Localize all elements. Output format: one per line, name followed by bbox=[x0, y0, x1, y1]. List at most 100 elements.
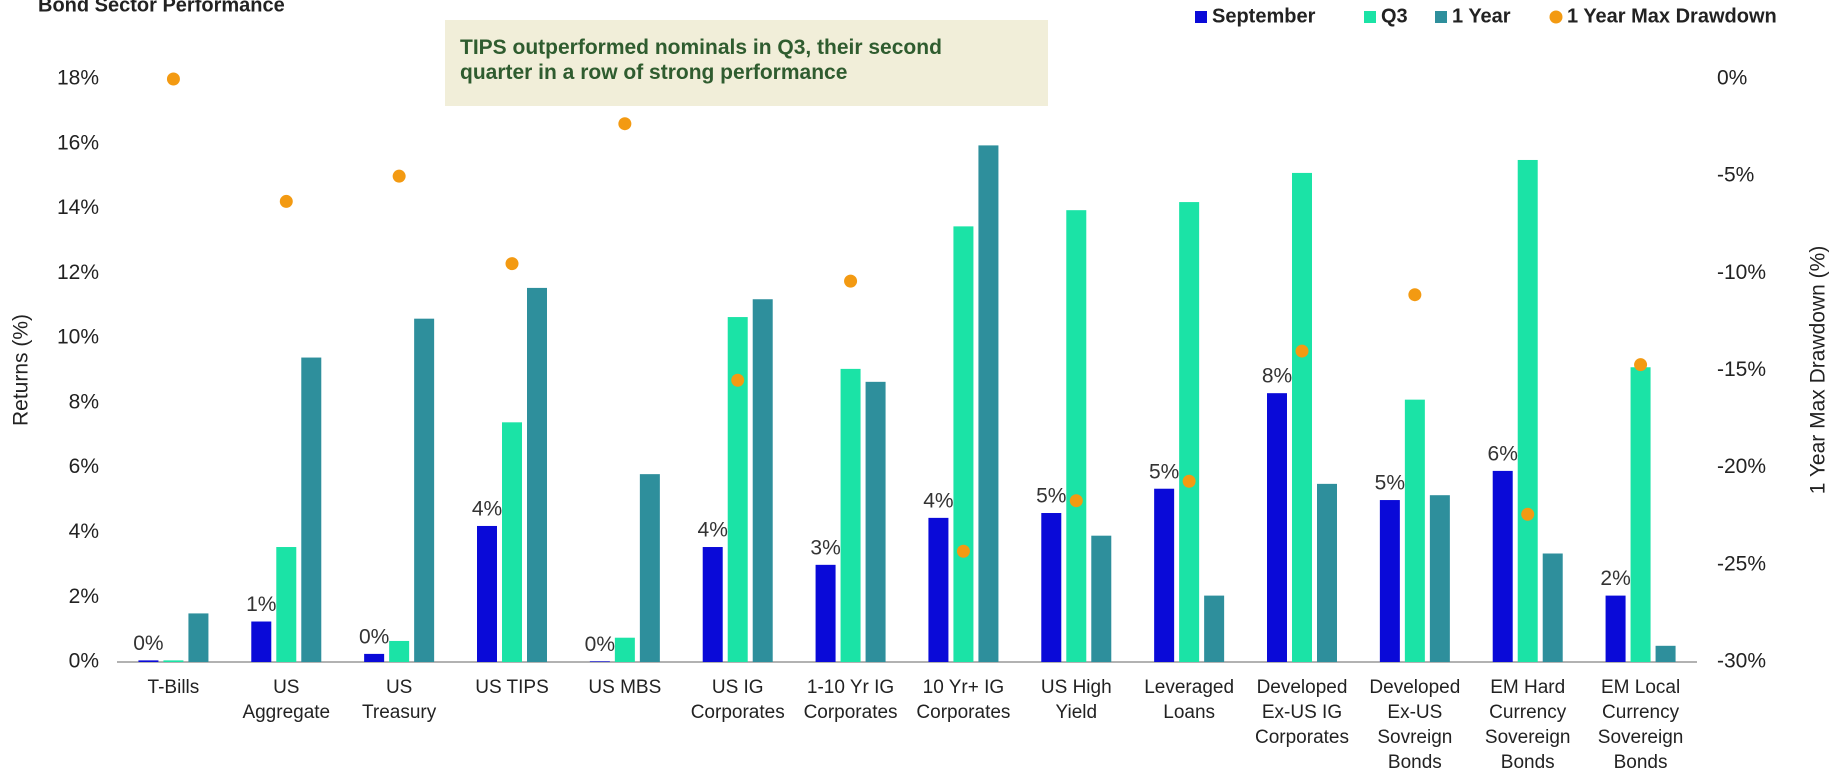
bar bbox=[1429, 495, 1450, 662]
drawdown-point bbox=[1521, 507, 1535, 521]
data-label: 4% bbox=[698, 519, 728, 542]
data-label: 0% bbox=[359, 625, 389, 648]
drawdown-point bbox=[1408, 288, 1422, 302]
bar bbox=[928, 517, 949, 662]
x-tick-label: T-Bills bbox=[148, 677, 200, 698]
bar bbox=[1179, 202, 1200, 663]
bar bbox=[752, 299, 773, 662]
x-tick-label: US MBS bbox=[588, 677, 661, 698]
legend-marker bbox=[1549, 10, 1563, 24]
data-label: 1% bbox=[246, 593, 276, 616]
drawdown-point bbox=[956, 544, 970, 558]
bar bbox=[527, 287, 547, 662]
bar bbox=[276, 547, 297, 662]
bar bbox=[1517, 159, 1538, 662]
bar bbox=[1267, 393, 1287, 662]
bar bbox=[1317, 483, 1337, 662]
data-label: 8% bbox=[1262, 365, 1292, 388]
y-tick-label: 8% bbox=[69, 390, 99, 413]
drawdown-point bbox=[618, 117, 632, 131]
drawdown-point bbox=[279, 194, 293, 208]
x-tick-label: EM Local Currency Sovereign Bonds bbox=[1598, 677, 1684, 769]
bar bbox=[1630, 367, 1651, 662]
bar bbox=[1204, 595, 1225, 662]
x-tick-label: US Treasury bbox=[362, 677, 437, 723]
legend-marker bbox=[1195, 11, 1207, 23]
x-tick-label: US Aggregate bbox=[242, 677, 330, 723]
legend-label: September bbox=[1212, 5, 1316, 27]
bar bbox=[727, 317, 748, 662]
data-label: 5% bbox=[1036, 485, 1066, 508]
data-label: 5% bbox=[1149, 460, 1179, 483]
bar bbox=[815, 564, 836, 662]
y-tick-label: 14% bbox=[57, 196, 99, 219]
y-tick-label: 16% bbox=[57, 131, 99, 154]
bar bbox=[1379, 500, 1400, 662]
bar bbox=[1605, 595, 1626, 662]
bar bbox=[865, 381, 886, 662]
y-tick-label: 0% bbox=[69, 650, 99, 673]
annotation: TIPS outperformed nominals in Q3, their … bbox=[460, 36, 942, 84]
y-tick-label: 4% bbox=[69, 520, 99, 543]
bar bbox=[502, 422, 522, 662]
drawdown-point bbox=[166, 72, 180, 86]
bar bbox=[1154, 488, 1175, 662]
x-tick-label: 1-10 Yr IG Corporates bbox=[804, 677, 898, 723]
annotation-box bbox=[445, 20, 1048, 106]
y-tick-label: 6% bbox=[69, 455, 99, 478]
bar bbox=[702, 547, 723, 662]
drawdown-point bbox=[392, 169, 406, 183]
data-label: 2% bbox=[1600, 567, 1630, 590]
bar bbox=[1041, 513, 1062, 662]
y2-axis-label: 1 Year Max Drawdown (%) bbox=[1807, 246, 1830, 495]
data-label: 0% bbox=[585, 633, 615, 656]
x-tick-label: 10 Yr+ IG Corporates bbox=[916, 677, 1010, 723]
bar bbox=[1066, 210, 1087, 663]
x-tick-label: US IG Corporates bbox=[691, 677, 785, 723]
bar bbox=[1091, 535, 1112, 662]
drawdown-point bbox=[1634, 358, 1648, 372]
x-tick-label: Developed Ex-US Sovreign Bonds bbox=[1369, 677, 1460, 769]
bar bbox=[138, 660, 159, 662]
bar bbox=[188, 613, 209, 662]
chart-title: Bond Sector Performance bbox=[38, 0, 285, 16]
bar bbox=[414, 318, 435, 662]
drawdown-point bbox=[1069, 494, 1083, 508]
bar bbox=[477, 525, 497, 662]
bar bbox=[389, 640, 410, 662]
y2-tick-label: -15% bbox=[1717, 358, 1766, 381]
x-tick-label: Developed Ex-US IG Corporates bbox=[1255, 677, 1349, 748]
bar bbox=[163, 660, 184, 662]
x-tick-label: Leveraged Loans bbox=[1144, 677, 1234, 723]
data-label: 4% bbox=[923, 489, 953, 512]
bar bbox=[364, 653, 385, 662]
data-label: 4% bbox=[472, 498, 502, 521]
bar bbox=[953, 226, 974, 662]
bar bbox=[614, 637, 635, 662]
drawdown-point bbox=[505, 257, 519, 271]
bar bbox=[1492, 470, 1513, 662]
y-tick-label: 2% bbox=[69, 585, 99, 608]
drawdown-point bbox=[1295, 344, 1309, 358]
y2-tick-label: -5% bbox=[1717, 164, 1754, 187]
y-tick-label: 18% bbox=[57, 67, 99, 90]
y2-tick-label: 0% bbox=[1717, 67, 1747, 90]
drawdown-point bbox=[1182, 474, 1196, 488]
drawdown-point bbox=[844, 274, 858, 288]
bar bbox=[1292, 172, 1312, 662]
legend-label: Q3 bbox=[1381, 5, 1408, 27]
y-tick-label: 12% bbox=[57, 261, 99, 284]
bar bbox=[301, 357, 322, 662]
x-tick-label: US TIPS bbox=[475, 677, 549, 698]
y2-tick-label: -20% bbox=[1717, 455, 1766, 478]
legend-marker bbox=[1364, 11, 1376, 23]
y-axis-label: Returns (%) bbox=[10, 314, 33, 426]
y2-tick-label: -25% bbox=[1717, 552, 1766, 575]
bar bbox=[840, 368, 861, 662]
bar bbox=[589, 661, 610, 662]
legend-label: 1 Year bbox=[1452, 5, 1511, 27]
x-tick-label: US High Yield bbox=[1041, 677, 1112, 723]
bar bbox=[1404, 399, 1425, 662]
bar bbox=[978, 145, 999, 662]
y2-tick-label: -30% bbox=[1717, 650, 1766, 673]
